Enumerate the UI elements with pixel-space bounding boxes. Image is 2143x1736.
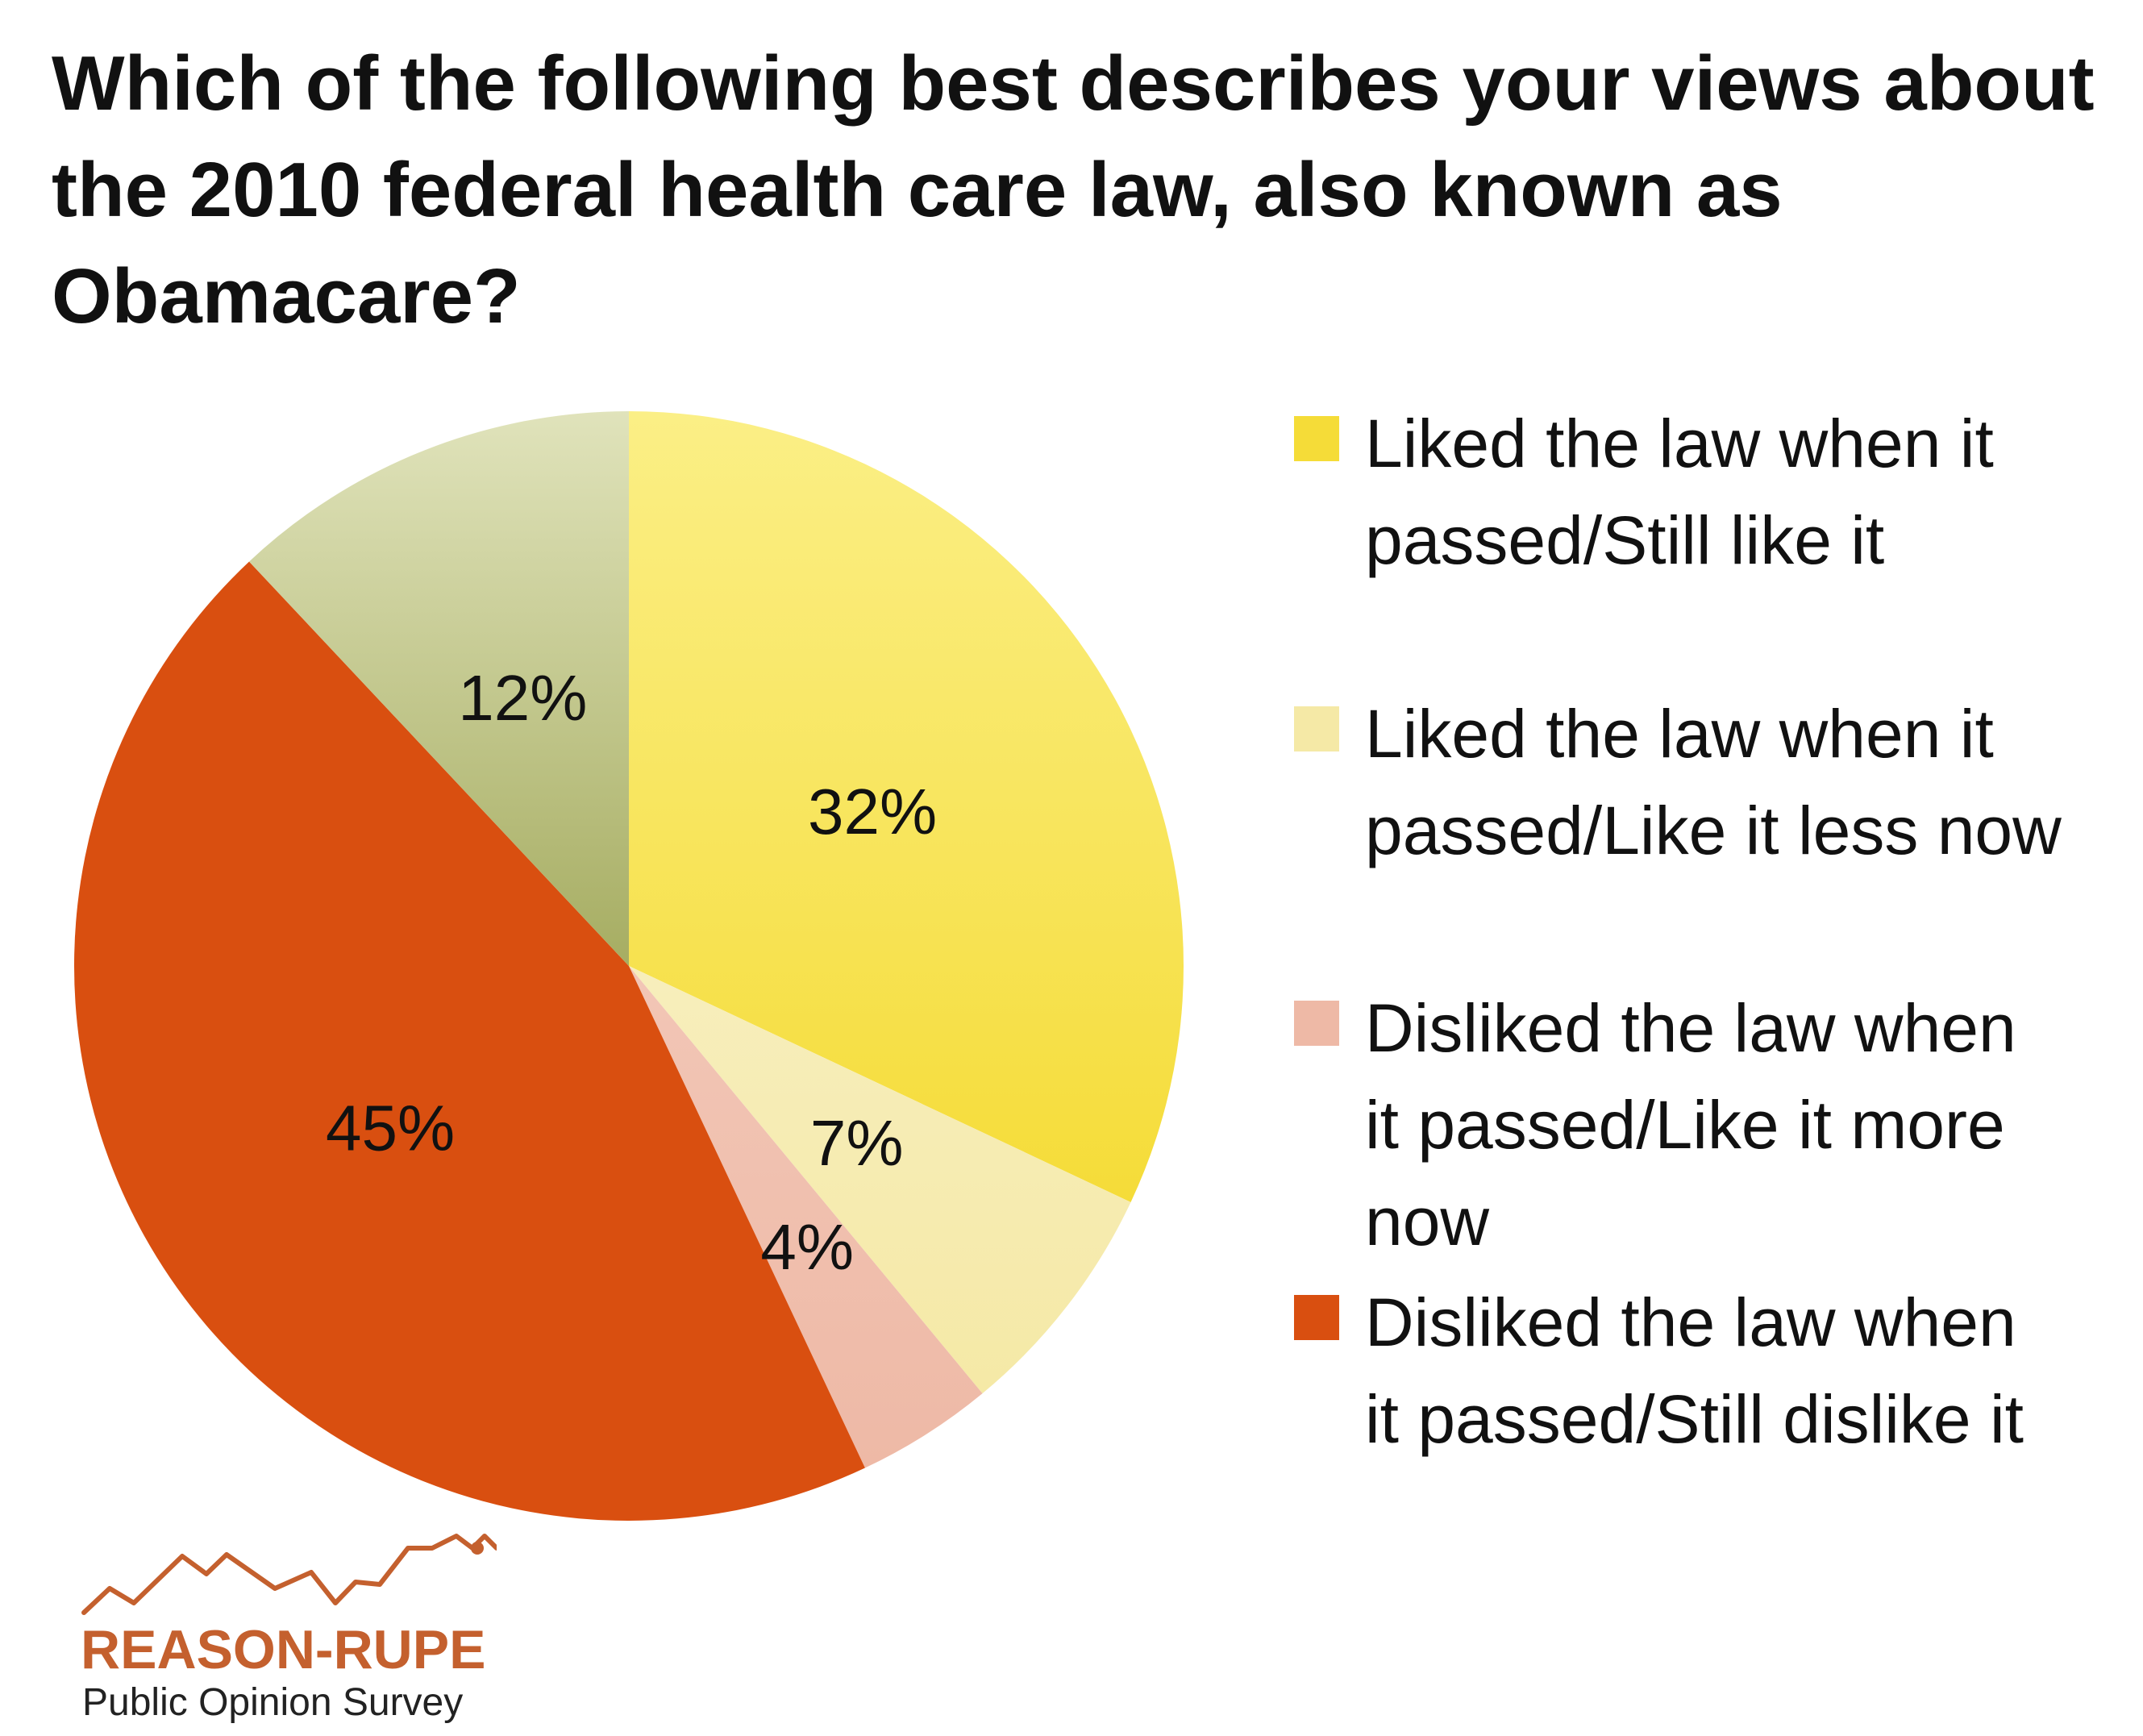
- legend-label-line: Disliked the law when: [1365, 1284, 2016, 1360]
- chart-title-line: the 2010 federal health care law, also k…: [52, 147, 1783, 233]
- line-graph-logo-icon: [81, 1534, 497, 1615]
- pie-value-label-0: 32%: [808, 776, 937, 847]
- chart-title-line: Obamacare?: [52, 253, 521, 339]
- pie-value-label-4: 12%: [458, 662, 587, 734]
- legend-label: Liked the law when it passed/Like it less…: [1365, 685, 2131, 879]
- pie-value-label-3: 45%: [326, 1093, 455, 1164]
- pie-slice-4: [249, 411, 629, 966]
- pie-slice-1: [629, 966, 1131, 1394]
- logo-subtitle: Public Opinion Survey: [82, 1681, 464, 1724]
- chart-title: Which of the following best describes yo…: [52, 31, 2099, 350]
- legend-label-line: Liked the law when it: [1365, 406, 1994, 481]
- logo-name: REASON-RUPE: [81, 1619, 486, 1680]
- legend-label-line: it passed/Still dislike it: [1365, 1381, 2024, 1457]
- pie-slices: [73, 411, 1184, 1522]
- legend-swatch: [1294, 706, 1339, 751]
- legend-swatch: [1294, 416, 1339, 461]
- legend-label-line: it passed/Like it more: [1365, 1087, 2005, 1163]
- pie-value-labels: 32% 7% 4% 45% 12%: [326, 662, 937, 1283]
- legend-swatch: [1294, 1001, 1339, 1046]
- pie-slice-3: [73, 561, 865, 1522]
- legend-label: Liked the law when it passed/Still like i…: [1365, 395, 2131, 589]
- pie-value-label-2: 4%: [760, 1211, 854, 1283]
- legend-swatch: [1294, 1295, 1339, 1340]
- legend-label-line: now: [1365, 1184, 1490, 1259]
- legend-label-line: passed/Still like it: [1365, 502, 1885, 578]
- pie-value-label-1: 7%: [810, 1107, 904, 1179]
- legend-label: Disliked the law when it passed/Still dis…: [1365, 1274, 2131, 1467]
- legend-label: Disliked the law when it passed/Like it m…: [1365, 980, 2131, 1270]
- pie-slice-2: [629, 966, 983, 1468]
- legend-label-line: passed/Like it less now: [1365, 793, 2062, 868]
- legend-label-line: Disliked the law when: [1365, 990, 2016, 1066]
- reason-rupe-logo: REASON-RUPE Public Opinion Survey: [77, 1532, 529, 1726]
- chart-title-line: Which of the following best describes yo…: [52, 40, 2095, 127]
- pie-slice-0: [629, 411, 1184, 1202]
- legend-label-line: Liked the law when it: [1365, 696, 1994, 772]
